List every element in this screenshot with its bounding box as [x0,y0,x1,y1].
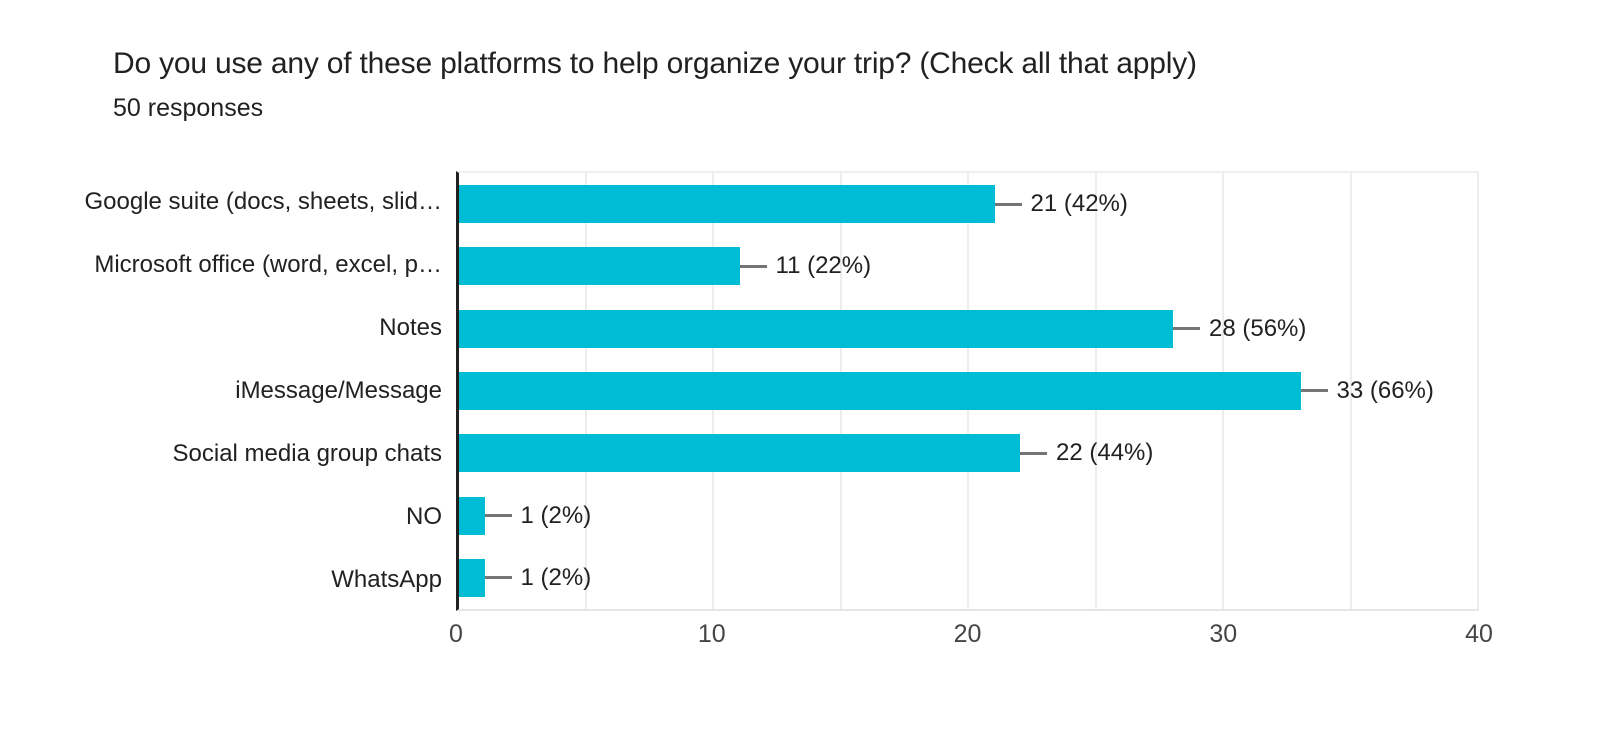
x-tick-label: 30 [1209,620,1238,648]
x-tick-label: 10 [697,620,726,648]
bar [459,371,1301,410]
bar [459,247,740,286]
x-tick-label: 20 [953,620,982,648]
bar [459,558,485,597]
leader-line [739,264,767,268]
category-label: Google suite (docs, sheets, slid… [84,188,442,216]
bar [459,434,1020,473]
value-label: 11 (22%) [775,252,872,280]
category-label: Microsoft office (word, excel, p… [94,251,442,279]
category-axis: Google suite (docs, sheets, slid… Microso… [0,171,449,611]
bar-row: 22 (44%) [459,422,1479,484]
plot-area: 21 (42%) 11 (22%) 28 (56%) 33 (66%) 22 (44%)… [456,171,1479,611]
leader-line [1173,327,1200,331]
leader-line [484,576,512,580]
value-label: 21 (42%) [1030,190,1128,218]
bar-row: 11 (22%) [459,235,1479,297]
bar [459,309,1173,348]
category-label: Notes [379,314,442,342]
x-tick-label: 40 [1465,620,1493,648]
value-label: 1 (2%) [520,501,592,529]
gridline-35 [1349,173,1352,609]
gridline-40 [1477,173,1479,609]
category-label: Social media group chats [172,439,442,467]
category-label: iMessage/Message [235,377,442,404]
leader-line [1020,451,1047,455]
chart-title: Do you use any of these platforms to hel… [113,47,1197,80]
category-label: NO [406,502,442,530]
bar-row: 33 (66%) [459,360,1479,422]
value-label: 28 (56%) [1209,314,1307,342]
bar-row: 1 (2%) [459,547,1479,609]
bar-row: 28 (56%) [459,298,1479,360]
value-label: 1 (2%) [520,563,592,591]
category-label: WhatsApp [331,565,442,593]
bar-rows: 21 (42%) 11 (22%) 28 (56%) 33 (66%) 22 (44%)… [459,173,1479,609]
bar-row: 21 (42%) [459,173,1479,235]
value-label: 22 (44%) [1056,439,1154,467]
x-axis: 0 10 20 30 40 [449,620,1493,656]
x-tick-label: 0 [449,620,463,648]
bar [459,185,995,224]
bar-row: 1 (2%) [459,484,1479,546]
leader-line [994,202,1022,206]
leader-line [1300,389,1328,393]
leader-line [484,514,512,518]
response-count: 50 responses [113,94,264,122]
bar [459,496,485,535]
value-label: 33 (66%) [1336,376,1434,404]
